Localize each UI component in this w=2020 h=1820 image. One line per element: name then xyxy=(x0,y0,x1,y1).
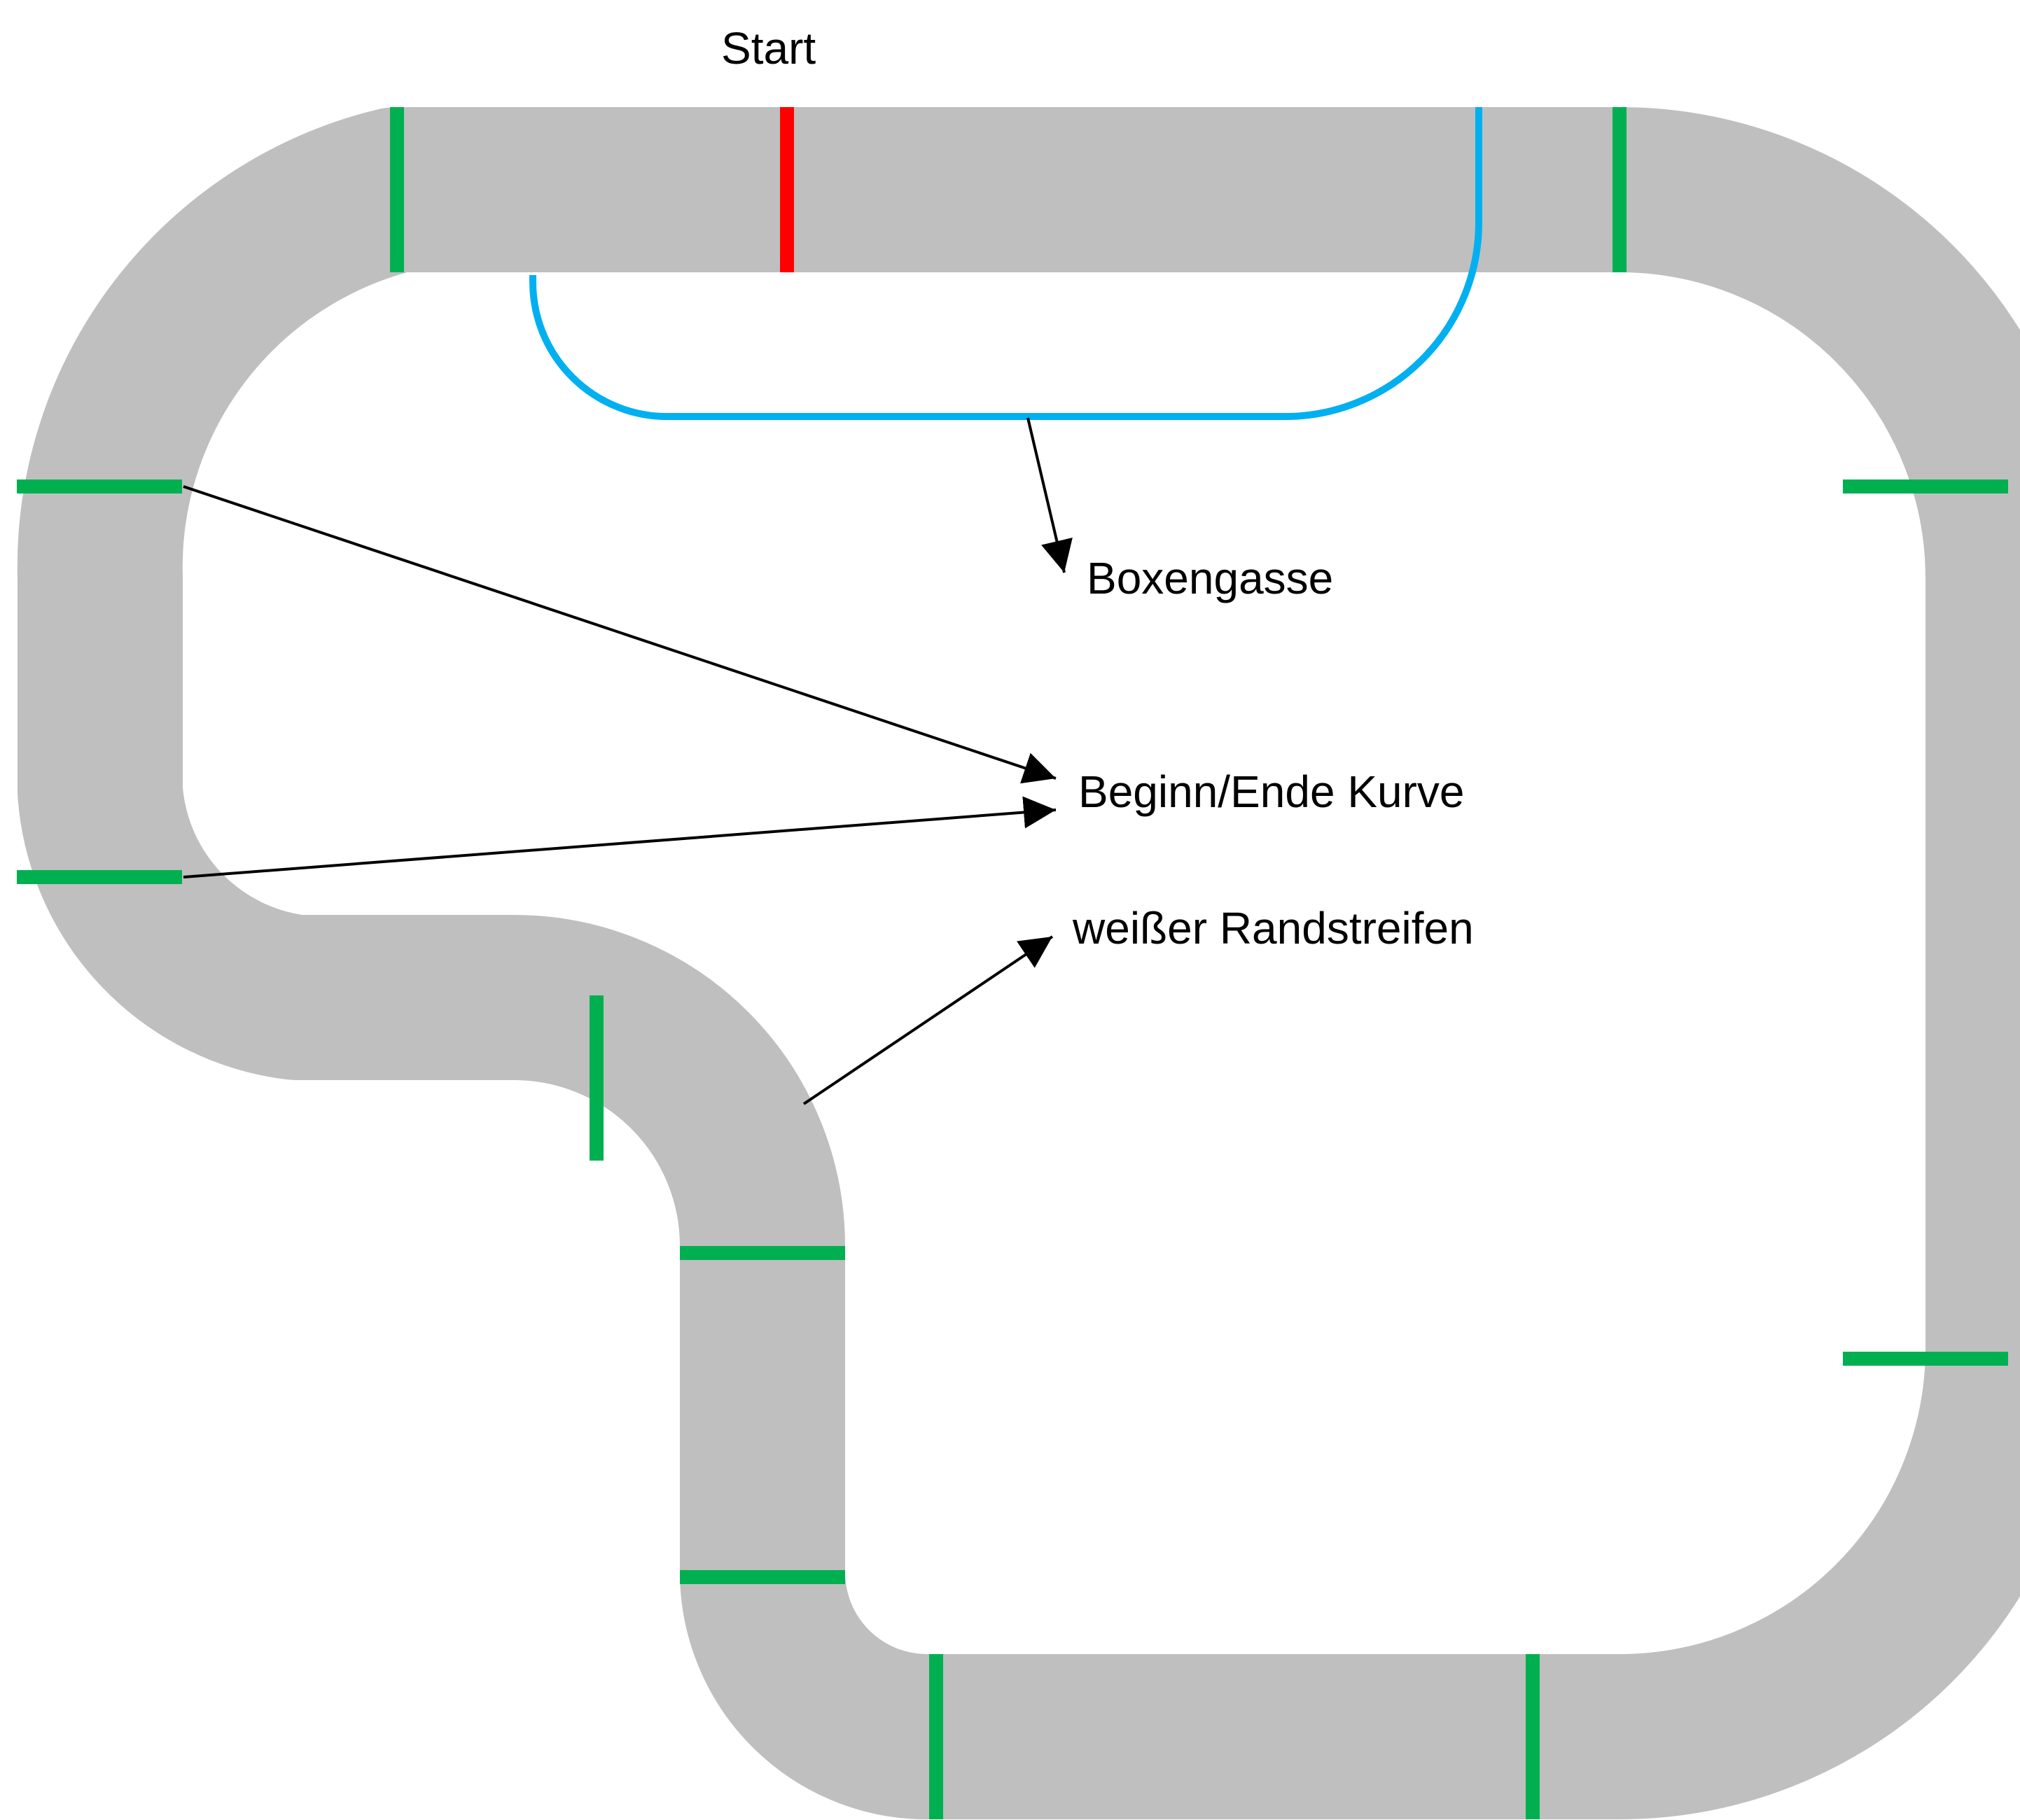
pit-lane xyxy=(529,107,1482,420)
curve-marker-label: Beginn/Ende Kurve xyxy=(1078,766,1465,817)
curve-markers xyxy=(17,107,2008,1819)
start-label: Start xyxy=(721,23,816,74)
pit-lane-label: Boxengasse xyxy=(1087,553,1333,603)
annotation-arrows xyxy=(183,417,1073,1105)
track-surface xyxy=(17,107,2020,1819)
white-edge-arrow xyxy=(802,935,1054,1105)
curve-marker-arrow xyxy=(183,796,1057,878)
pit-lane-arrow xyxy=(1026,417,1073,573)
curve-marker-arrow xyxy=(183,485,1057,784)
white-edge-label: weißer Randstreifen xyxy=(1072,903,1474,953)
